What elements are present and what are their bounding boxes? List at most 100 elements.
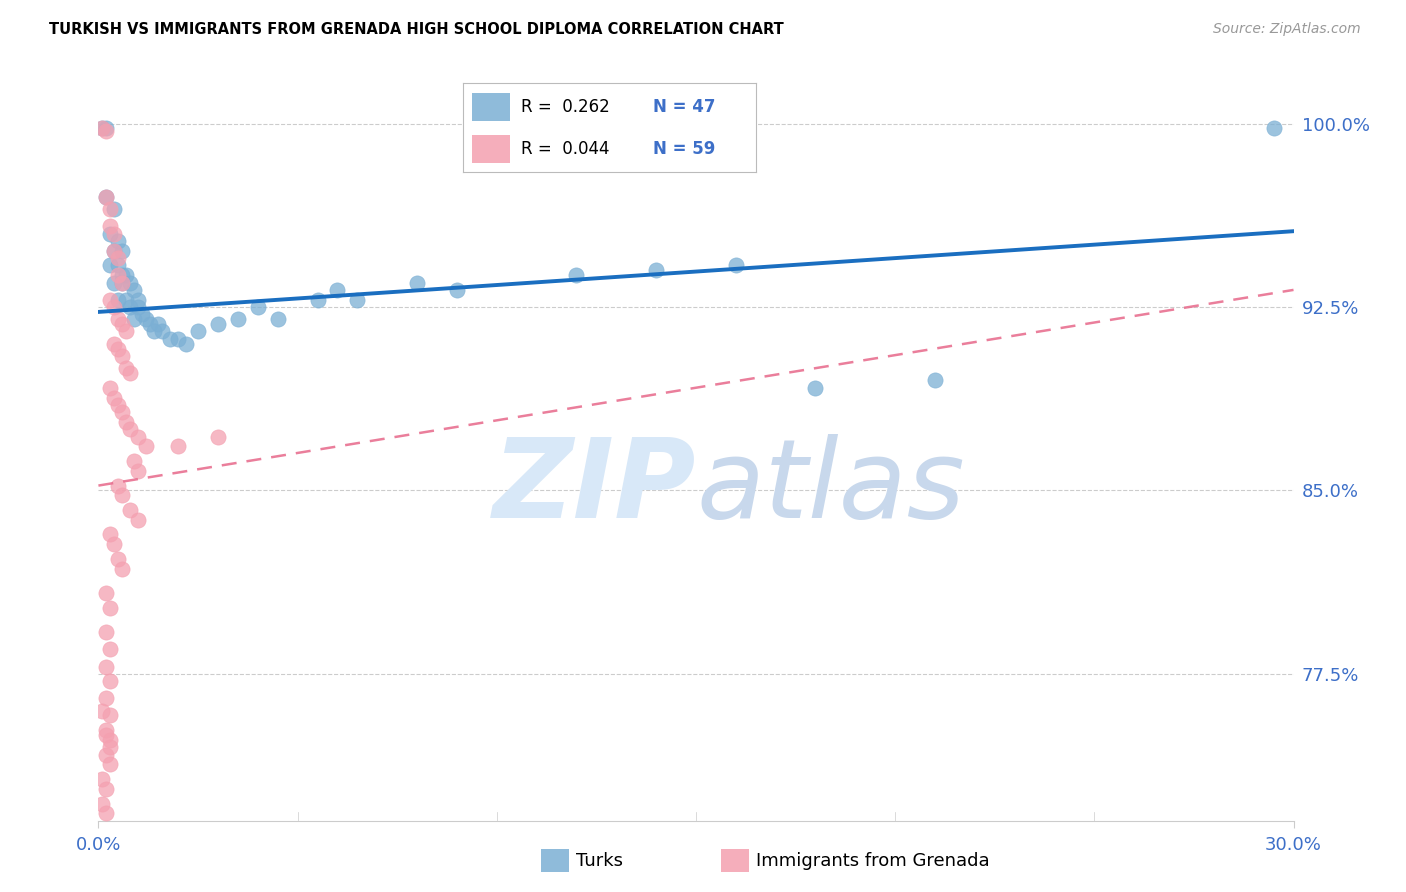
Point <box>98 227 122 241</box>
Point <box>98 674 122 689</box>
Point <box>98 740 122 755</box>
Point <box>111 562 134 576</box>
Point <box>91 797 114 811</box>
Point <box>924 373 946 387</box>
Point <box>446 283 468 297</box>
Point <box>120 300 142 314</box>
Text: atlas: atlas <box>696 434 965 541</box>
Point <box>96 625 118 640</box>
Point <box>96 659 118 673</box>
Point <box>111 317 134 331</box>
Point <box>159 332 181 346</box>
Point <box>226 312 249 326</box>
Point <box>107 268 129 283</box>
Point <box>98 527 122 541</box>
Point <box>115 325 138 339</box>
Point <box>96 586 118 600</box>
Point <box>98 219 122 234</box>
Point <box>98 293 122 307</box>
Point <box>127 464 149 478</box>
Point <box>107 251 129 265</box>
Point <box>96 747 118 762</box>
Point <box>91 704 114 718</box>
Point <box>98 708 122 723</box>
Point <box>111 349 134 363</box>
Point <box>724 259 747 273</box>
Point <box>1263 121 1285 136</box>
Point <box>111 488 134 502</box>
Point <box>120 503 142 517</box>
Point <box>91 772 114 786</box>
Point <box>139 317 162 331</box>
Point <box>406 276 429 290</box>
Point <box>565 268 588 283</box>
Point <box>103 300 125 314</box>
Point <box>120 422 142 436</box>
Point <box>127 513 149 527</box>
Point <box>103 244 125 258</box>
Point <box>150 325 173 339</box>
Point <box>107 312 129 326</box>
Point <box>107 234 129 248</box>
Point <box>103 227 125 241</box>
Point <box>111 268 134 283</box>
Text: Source: ZipAtlas.com: Source: ZipAtlas.com <box>1213 22 1361 37</box>
Point <box>346 293 368 307</box>
Point <box>148 317 170 331</box>
Point <box>96 691 118 706</box>
Point <box>98 600 122 615</box>
Point <box>103 244 125 258</box>
Point <box>96 806 118 821</box>
Point <box>103 276 125 290</box>
Point <box>107 342 129 356</box>
Point <box>120 366 142 380</box>
Point <box>143 325 166 339</box>
Point <box>96 124 118 138</box>
Point <box>124 312 146 326</box>
Y-axis label: High School Diploma: High School Diploma <box>0 348 8 535</box>
Point <box>103 202 125 217</box>
Point <box>107 398 129 412</box>
Point <box>124 283 146 297</box>
Point <box>107 293 129 307</box>
Point <box>174 336 197 351</box>
Point <box>107 552 129 566</box>
Point <box>120 276 142 290</box>
Point <box>107 259 129 273</box>
Point <box>107 478 129 492</box>
Point <box>111 276 134 290</box>
Point <box>167 439 190 453</box>
Point <box>131 307 153 321</box>
Point <box>207 317 229 331</box>
Point <box>98 642 122 657</box>
Point <box>91 121 114 136</box>
Text: Turks: Turks <box>576 852 623 870</box>
Point <box>804 381 827 395</box>
Point <box>187 325 209 339</box>
Point <box>96 190 118 204</box>
Point <box>135 439 157 453</box>
Point <box>98 202 122 217</box>
Point <box>115 268 138 283</box>
Point <box>98 757 122 772</box>
Point <box>267 312 290 326</box>
Point <box>115 293 138 307</box>
Point <box>135 312 157 326</box>
Point <box>124 454 146 468</box>
Point <box>645 263 668 277</box>
Point <box>111 276 134 290</box>
Point <box>127 293 149 307</box>
Point <box>96 781 118 796</box>
Point <box>91 121 114 136</box>
Point <box>246 300 269 314</box>
Point <box>103 391 125 405</box>
Point <box>307 293 329 307</box>
Point <box>103 537 125 551</box>
Point <box>207 430 229 444</box>
Point <box>96 190 118 204</box>
Point <box>167 332 190 346</box>
Point <box>127 430 149 444</box>
Point <box>98 381 122 395</box>
Text: ZIP: ZIP <box>492 434 696 541</box>
Point <box>326 283 349 297</box>
